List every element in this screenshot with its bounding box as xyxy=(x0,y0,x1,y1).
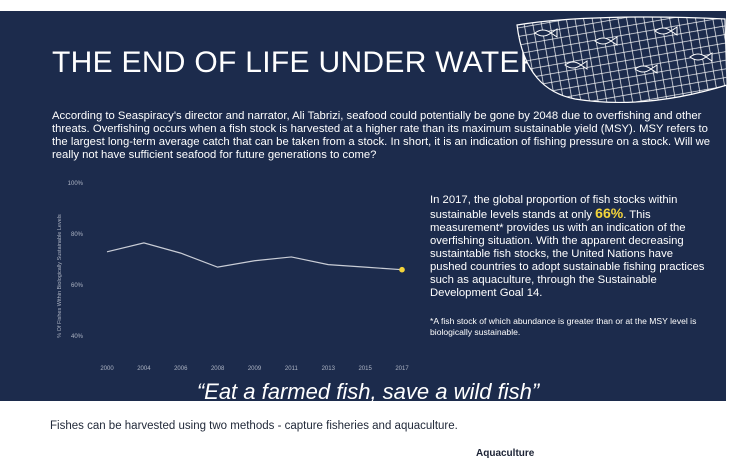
series-line xyxy=(106,242,403,271)
x-tick-label: 2011 xyxy=(285,366,299,372)
x-tick-label: 2006 xyxy=(174,366,188,372)
quote: “Eat a farmed fish, save a wild fish” xyxy=(196,379,540,404)
infographic-panel: THE END OF LIFE UNDER WATER According to… xyxy=(0,11,728,404)
stats-description: In 2017, the global proportion of fish s… xyxy=(430,194,705,338)
y-tick-label: 100% xyxy=(68,181,84,187)
stats-paragraph: In 2017, the global proportion of fish s… xyxy=(430,194,705,300)
y-tick-label: 40% xyxy=(71,334,84,340)
x-tick-label: 2017 xyxy=(395,366,409,372)
x-tick-label: 2004 xyxy=(137,366,151,372)
stats-text-before: In 2017, the global proportion of fish s… xyxy=(430,194,678,221)
page-title: THE END OF LIFE UNDER WATER xyxy=(52,46,542,79)
intro-paragraph: According to Seaspiracy's director and n… xyxy=(52,110,711,161)
y-tick-label: 60% xyxy=(71,283,84,289)
methods-text: Fishes can be harvested using two method… xyxy=(50,420,458,432)
x-tick-label: 2015 xyxy=(358,366,372,372)
x-tick-label: 2008 xyxy=(211,366,225,372)
stats-text-after: . This measurement* provides us with an … xyxy=(430,209,705,299)
x-tick-label: 2009 xyxy=(248,366,262,372)
x-tick-label: 2000 xyxy=(100,366,114,372)
y-tick-label: 80% xyxy=(71,232,84,238)
x-tick-label: 2013 xyxy=(322,366,336,372)
stats-highlight-value: 66% xyxy=(595,205,624,221)
stats-footnote: *A fish stock of which abundance is grea… xyxy=(430,316,697,337)
y-axis-label: % Of Fishes Within Biologically Sustaina… xyxy=(57,214,63,338)
sustainable-fish-stocks-chart: % Of Fishes Within Biologically Sustaina… xyxy=(57,181,409,372)
fishing-net-icon xyxy=(516,16,728,104)
highlight-point xyxy=(399,266,405,273)
